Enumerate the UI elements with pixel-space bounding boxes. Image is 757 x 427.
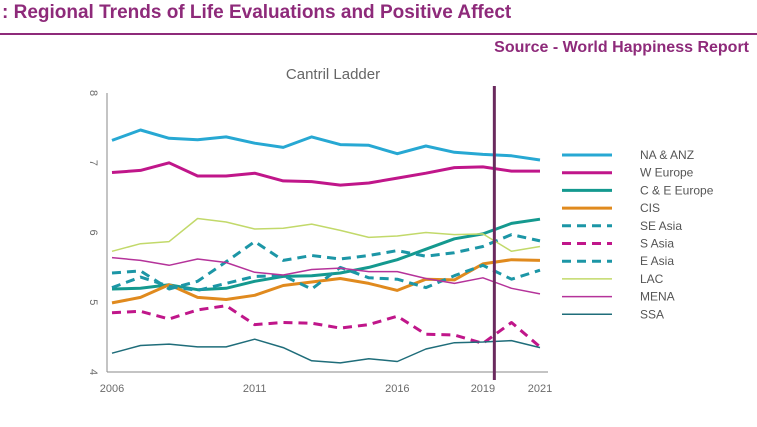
- series-line-c-e-europe: [111, 217, 541, 292]
- series-line-cis: [111, 258, 541, 305]
- legend-label: NA & ANZ: [640, 148, 694, 162]
- x-tick-label: 2016: [385, 383, 409, 395]
- series-line-w-europe: [111, 161, 540, 187]
- legend-label: S Asia: [640, 237, 674, 251]
- series-line-mena: [111, 256, 541, 295]
- series-line-na-anz: [111, 128, 541, 162]
- y-tick-labels: 4 5 6 7 8: [87, 90, 99, 375]
- legend-label: SE Asia: [640, 219, 682, 233]
- y-tick-label: 7: [87, 160, 99, 166]
- series-line-e-asia: [111, 263, 541, 292]
- legend-label: CIS: [640, 201, 660, 215]
- legend-label: SSA: [640, 307, 664, 321]
- y-tick-label: 4: [87, 369, 99, 375]
- x-tick-label: 2006: [100, 383, 124, 395]
- x-tick-label: 2011: [243, 383, 267, 395]
- title-divider: [0, 33, 757, 35]
- source-note: Source - World Happiness Report: [494, 39, 749, 56]
- series-line-ssa: [111, 338, 541, 364]
- legend-label: MENA: [640, 290, 675, 304]
- series-line-s-asia: [111, 304, 541, 349]
- y-tick-label: 5: [87, 299, 99, 305]
- chart-title: Cantril Ladder: [286, 66, 380, 83]
- x-tick-label: 2019: [471, 383, 495, 395]
- x-tick-label: 2021: [528, 383, 552, 395]
- y-tick-label: 8: [87, 90, 99, 96]
- legend-label: LAC: [640, 272, 664, 286]
- series-line-lac: [111, 217, 541, 253]
- chart-legend: NA & ANZ W Europe C & E Europe CIS SE Asia S …: [562, 148, 714, 321]
- y-tick-label: 6: [87, 229, 99, 235]
- series-line-se-asia: [111, 233, 541, 291]
- legend-label: C & E Europe: [640, 183, 714, 197]
- legend-label: W Europe: [640, 166, 694, 180]
- x-tick-labels: 2006 2011 2016 2019 2021: [100, 383, 552, 395]
- series-lines: [111, 128, 541, 364]
- legend-label: E Asia: [640, 254, 674, 268]
- page-title: : Regional Trends of Life Evaluations an…: [2, 2, 512, 23]
